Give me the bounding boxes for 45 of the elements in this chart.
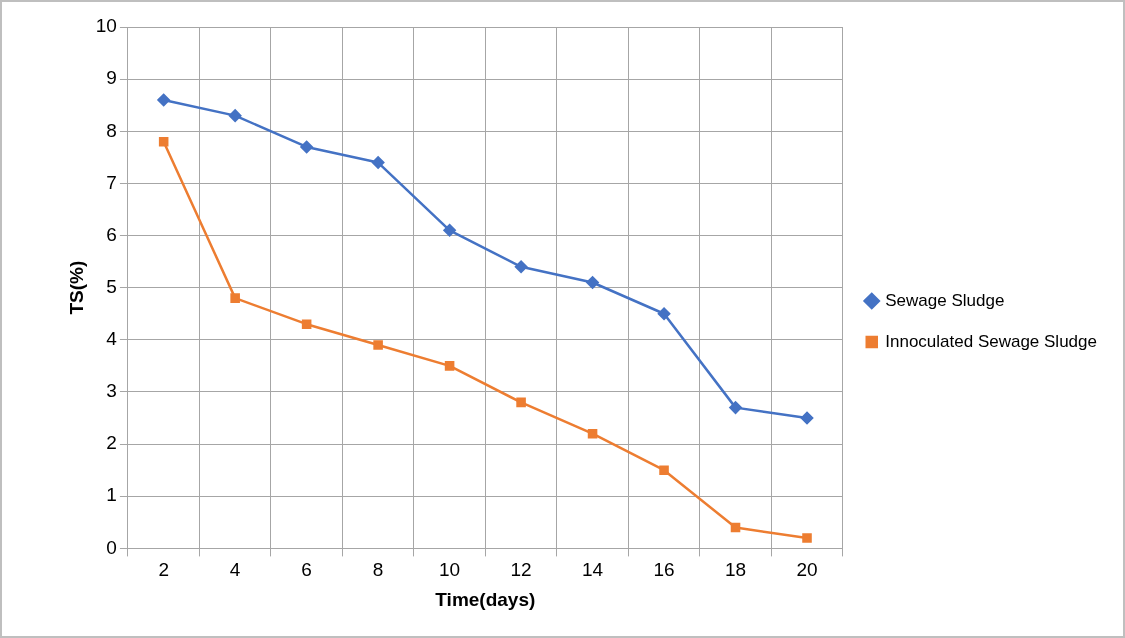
y-tick-label: 0 (106, 536, 117, 558)
point (587, 428, 598, 439)
y-tick-label: 1 (106, 484, 117, 506)
x-tick-label: 12 (510, 559, 532, 581)
point (444, 361, 455, 371)
y-tick-label: 2 (106, 432, 117, 454)
x-tick-label: 6 (301, 559, 312, 581)
point (371, 156, 385, 169)
x-tick-label: 10 (439, 559, 461, 581)
point (514, 260, 528, 274)
x-tick-label: 16 (653, 559, 675, 581)
point (301, 319, 312, 329)
point (800, 411, 814, 425)
legend-label: Sewage Sludge (885, 290, 1005, 310)
y-tick-label: 4 (106, 328, 118, 350)
y-tick-label: 5 (106, 275, 117, 297)
point (516, 397, 526, 408)
point (300, 140, 313, 154)
y-tick-label: 7 (106, 171, 117, 193)
legend-label: Innoculated Sewage Sludge (885, 331, 1097, 351)
point (729, 401, 742, 414)
y-tick-label: 9 (106, 67, 117, 89)
point (228, 109, 242, 122)
point (657, 307, 671, 321)
point (586, 276, 599, 289)
y-tick-label: 6 (106, 223, 117, 245)
point (802, 533, 812, 543)
x-tick-label: 4 (229, 559, 241, 581)
point (373, 340, 383, 350)
x-tick-label: 2 (158, 559, 169, 581)
y-tick-label: 8 (106, 119, 117, 141)
x-tick-label: 20 (796, 559, 818, 581)
point (230, 293, 240, 303)
y-tick-label: 10 (95, 15, 117, 37)
point (730, 522, 741, 533)
x-tick-label: 8 (372, 559, 384, 581)
point (659, 465, 669, 475)
point (157, 93, 170, 107)
y-axis-title: TS(%) (65, 260, 87, 315)
point (158, 136, 169, 147)
x-tick-label: 14 (581, 559, 604, 581)
y-tick-label: 3 (106, 380, 117, 402)
x-tick-label: 18 (724, 559, 747, 581)
x-axis-title: Time(days) (435, 588, 536, 610)
point (443, 224, 456, 237)
